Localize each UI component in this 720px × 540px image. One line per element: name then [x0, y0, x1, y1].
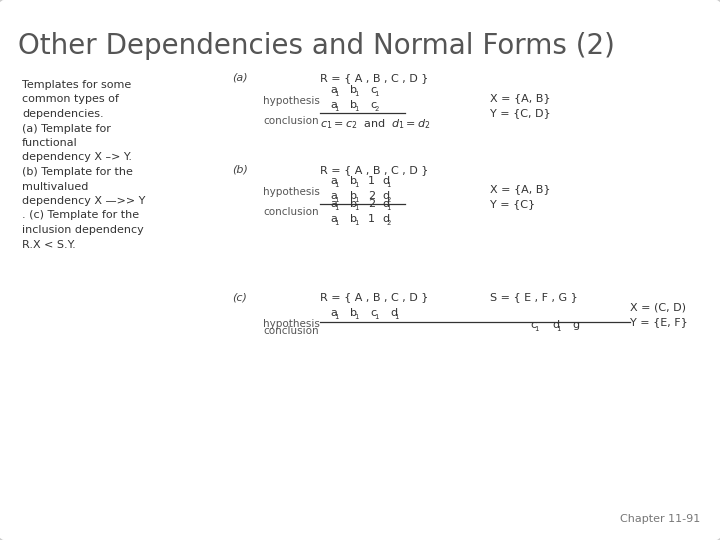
Text: conclusion: conclusion: [263, 116, 319, 126]
Text: b: b: [350, 308, 357, 318]
Text: hypothesis: hypothesis: [263, 187, 320, 197]
Text: multivalued: multivalued: [22, 181, 89, 192]
Text: a: a: [330, 176, 337, 186]
Text: 1: 1: [334, 91, 338, 97]
Text: d: d: [382, 199, 389, 209]
Text: X = {A, B}: X = {A, B}: [490, 93, 551, 103]
Text: 1: 1: [534, 326, 539, 332]
Text: X = {A, B}: X = {A, B}: [490, 184, 551, 194]
Text: b: b: [350, 85, 357, 95]
Text: $c_1 = c_2$  and  $d_1 = d_2$: $c_1 = c_2$ and $d_1 = d_2$: [320, 117, 431, 131]
Text: dependency X —>> Y: dependency X —>> Y: [22, 196, 145, 206]
Text: c: c: [530, 320, 536, 330]
Text: 1: 1: [368, 176, 375, 186]
Text: d: d: [382, 176, 389, 186]
Text: 1: 1: [354, 220, 359, 226]
Text: 2: 2: [368, 191, 375, 201]
Text: b: b: [350, 176, 357, 186]
Text: R = { A , B , C , D }: R = { A , B , C , D }: [320, 73, 428, 83]
Text: 1: 1: [374, 314, 379, 320]
Text: 2: 2: [368, 199, 375, 209]
Text: a: a: [330, 85, 337, 95]
Text: Y = {E, F}: Y = {E, F}: [630, 317, 688, 327]
Text: b: b: [350, 199, 357, 209]
Text: 2: 2: [386, 197, 390, 203]
Text: Y = {C, D}: Y = {C, D}: [490, 108, 551, 118]
Text: 1: 1: [334, 220, 338, 226]
Text: c: c: [370, 308, 376, 318]
Text: a: a: [330, 191, 337, 201]
Text: 2: 2: [374, 106, 379, 112]
Text: (b): (b): [232, 165, 248, 175]
Text: d: d: [382, 214, 389, 224]
Text: R = { A , B , C , D }: R = { A , B , C , D }: [320, 165, 428, 175]
Text: 1: 1: [394, 314, 399, 320]
Text: 1: 1: [354, 205, 359, 211]
Text: 1: 1: [334, 197, 338, 203]
Text: R.X < S.Y.: R.X < S.Y.: [22, 240, 76, 249]
Text: 1: 1: [354, 182, 359, 188]
Text: b: b: [350, 100, 357, 110]
Text: d: d: [382, 191, 389, 201]
Text: hypothesis: hypothesis: [263, 319, 320, 329]
Text: a: a: [330, 214, 337, 224]
Text: g: g: [572, 320, 579, 330]
Text: (a) Template for: (a) Template for: [22, 124, 111, 133]
Text: (b) Template for the: (b) Template for the: [22, 167, 133, 177]
Text: a: a: [330, 308, 337, 318]
Text: Y = {C}: Y = {C}: [490, 199, 535, 209]
Text: d: d: [390, 308, 397, 318]
Text: c: c: [370, 85, 376, 95]
Text: inclusion dependency: inclusion dependency: [22, 225, 144, 235]
Text: 1: 1: [334, 314, 338, 320]
Text: d: d: [552, 320, 559, 330]
Text: (a): (a): [232, 73, 248, 83]
Text: 1: 1: [556, 326, 561, 332]
Text: S = { E , F , G }: S = { E , F , G }: [490, 292, 577, 302]
Text: common types of: common types of: [22, 94, 119, 105]
Text: Other Dependencies and Normal Forms (2): Other Dependencies and Normal Forms (2): [18, 32, 615, 60]
Text: 1: 1: [368, 214, 375, 224]
Text: functional: functional: [22, 138, 78, 148]
Text: 1: 1: [334, 182, 338, 188]
Text: c: c: [370, 100, 376, 110]
Text: 1: 1: [354, 106, 359, 112]
Text: conclusion: conclusion: [263, 207, 319, 217]
Text: R = { A , B , C , D }: R = { A , B , C , D }: [320, 292, 428, 302]
Text: 1: 1: [334, 205, 338, 211]
Text: Templates for some: Templates for some: [22, 80, 131, 90]
Text: conclusion: conclusion: [263, 326, 319, 336]
Text: . (c) Template for the: . (c) Template for the: [22, 211, 139, 220]
Text: Chapter 11-91: Chapter 11-91: [620, 514, 700, 524]
Text: dependency X –> Y.: dependency X –> Y.: [22, 152, 132, 163]
Text: (c): (c): [232, 292, 247, 302]
Text: dependencies.: dependencies.: [22, 109, 104, 119]
Text: b: b: [350, 214, 357, 224]
Text: hypothesis: hypothesis: [263, 96, 320, 106]
Text: b: b: [350, 191, 357, 201]
Text: 1: 1: [334, 106, 338, 112]
Text: 1: 1: [354, 91, 359, 97]
Text: a: a: [330, 199, 337, 209]
Text: X = (C, D): X = (C, D): [630, 302, 686, 312]
Text: 1: 1: [386, 182, 390, 188]
Text: 1: 1: [386, 205, 390, 211]
Text: 1: 1: [354, 314, 359, 320]
Text: 1: 1: [354, 197, 359, 203]
Text: a: a: [330, 100, 337, 110]
Text: 1: 1: [374, 91, 379, 97]
Text: 2: 2: [386, 220, 390, 226]
